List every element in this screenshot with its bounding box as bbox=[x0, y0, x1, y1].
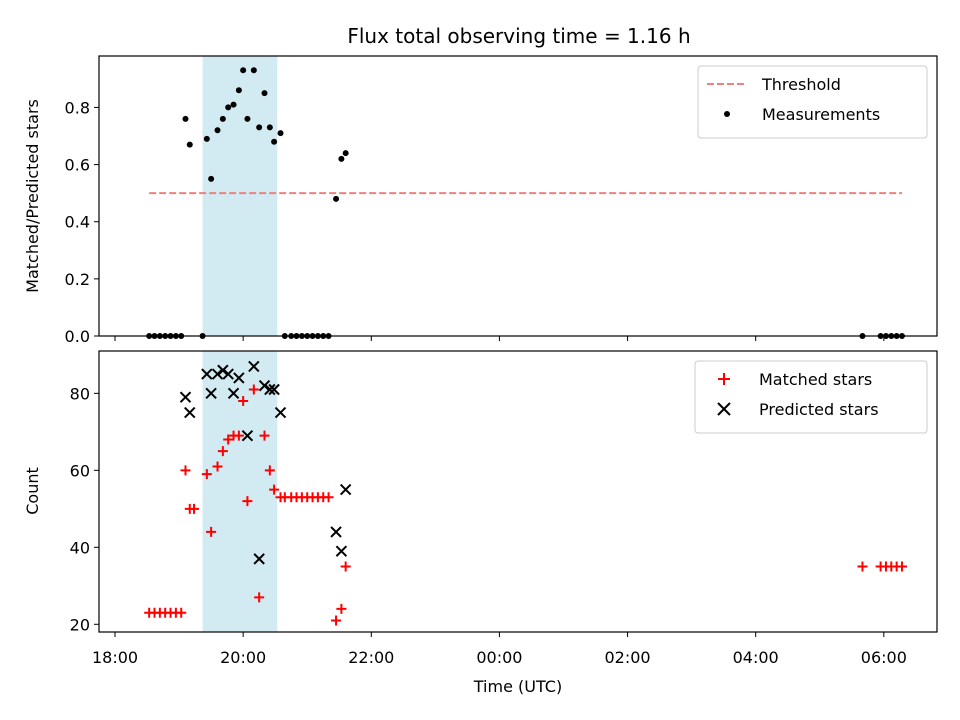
y-tick-label: 80 bbox=[70, 384, 90, 403]
y-tick-label: 0.8 bbox=[65, 98, 90, 117]
y-tick-label: 20 bbox=[70, 615, 90, 634]
chart-title: Flux total observing time = 1.16 h bbox=[347, 24, 690, 48]
legend-measurement-swatch bbox=[724, 111, 730, 117]
matched-star-point bbox=[223, 434, 234, 445]
legend-label: Measurements bbox=[762, 105, 880, 124]
measurement-point bbox=[230, 101, 237, 108]
predicted-star-point bbox=[330, 526, 342, 538]
matched-star-point bbox=[331, 615, 342, 626]
predicted-star-point bbox=[233, 372, 245, 384]
matched-star-point bbox=[201, 469, 212, 480]
count-panel: 20 40 60 80 18:00 20:00 22:00 00:00 02:00 04:00 06… bbox=[23, 350, 938, 696]
matched-star-point bbox=[323, 492, 334, 503]
matched-star-point bbox=[217, 446, 228, 457]
legend-predicted-swatch bbox=[717, 402, 731, 416]
matched-star-point bbox=[180, 465, 191, 476]
measurement-point bbox=[244, 115, 251, 122]
measurement-point bbox=[333, 195, 340, 202]
x-tick-label: 02:00 bbox=[605, 648, 651, 667]
predicted-star-point bbox=[222, 368, 234, 380]
measurement-point bbox=[208, 175, 215, 182]
predicted-star-point bbox=[258, 379, 271, 392]
matched-star-point bbox=[259, 430, 270, 441]
measurement-point bbox=[277, 130, 284, 137]
measurement-point bbox=[186, 141, 193, 148]
predicted-star-point bbox=[179, 391, 192, 403]
measurement-point bbox=[235, 87, 242, 94]
y-axis-label: Count bbox=[23, 467, 42, 515]
matched-star-point bbox=[189, 503, 200, 514]
matched-star-point bbox=[176, 607, 187, 618]
y-tick-label: 40 bbox=[70, 538, 90, 557]
measurement-point bbox=[219, 115, 226, 122]
matched-star-point bbox=[264, 465, 275, 476]
legend-label: Matched stars bbox=[759, 370, 872, 389]
legend-box bbox=[697, 65, 928, 139]
matched-star-point bbox=[233, 430, 244, 441]
measurement-point bbox=[338, 155, 345, 162]
measurement-point bbox=[203, 135, 210, 142]
matched-star-point bbox=[206, 526, 217, 537]
y-tick-label: 0.4 bbox=[65, 213, 90, 232]
legend: Threshold Measurements bbox=[697, 65, 928, 139]
predicted-star-point bbox=[248, 360, 260, 373]
matched-star-point bbox=[248, 384, 259, 395]
x-tick-label: 00:00 bbox=[476, 648, 522, 667]
predicted-star-point bbox=[205, 387, 217, 400]
matched-star-point bbox=[242, 496, 253, 507]
predicted-star-point bbox=[201, 368, 213, 380]
y-tick-label: 60 bbox=[70, 461, 90, 480]
legend-box bbox=[694, 360, 928, 434]
measurement-point bbox=[266, 124, 273, 131]
predicted-star-point bbox=[184, 406, 196, 419]
x-tick-label: 06:00 bbox=[861, 648, 907, 667]
measurement-point bbox=[342, 150, 349, 157]
predicted-star-point bbox=[253, 553, 265, 565]
observing-window-shade bbox=[202, 56, 278, 336]
y-tick-label: 0.2 bbox=[65, 270, 90, 289]
measurement-point bbox=[250, 67, 257, 74]
legend-label: Threshold bbox=[761, 75, 841, 94]
matched-star-point bbox=[336, 603, 347, 614]
measurement-point bbox=[225, 104, 232, 111]
measurement-point bbox=[214, 127, 221, 134]
measurement-point bbox=[256, 124, 263, 131]
matched-star-point bbox=[254, 592, 265, 603]
matched-star-point bbox=[340, 561, 351, 572]
x-tick-label: 04:00 bbox=[733, 648, 779, 667]
x-tick-label: 18:00 bbox=[92, 648, 138, 667]
predicted-star-point bbox=[227, 387, 240, 400]
predicted-star-point bbox=[339, 483, 352, 496]
measurement-point bbox=[271, 138, 278, 145]
legend-label: Predicted stars bbox=[759, 400, 879, 419]
y-tick-label: 0.0 bbox=[65, 327, 90, 346]
predicted-star-point bbox=[211, 368, 224, 380]
measurement-point bbox=[182, 115, 189, 122]
legend: Matched stars Predicted stars bbox=[694, 360, 928, 434]
predicted-star-point bbox=[335, 545, 348, 557]
y-tick-label: 0.6 bbox=[65, 156, 90, 175]
predicted-star-point bbox=[268, 383, 280, 396]
axes-frame bbox=[98, 55, 938, 337]
predicted-star-point bbox=[274, 406, 287, 419]
x-axis-label: Time (UTC) bbox=[473, 677, 562, 696]
matched-star-point bbox=[212, 461, 223, 472]
matched-star-point bbox=[896, 561, 907, 572]
measurement-point bbox=[261, 90, 268, 97]
y-axis-label: Matched/Predicted stars bbox=[23, 99, 42, 293]
matched-star-point bbox=[857, 561, 868, 572]
x-tick-label: 22:00 bbox=[348, 648, 394, 667]
axes-frame bbox=[98, 350, 938, 633]
matched-star-point bbox=[238, 396, 249, 407]
x-tick-label: 20:00 bbox=[220, 648, 266, 667]
measurement-point bbox=[240, 67, 247, 74]
predicted-star-point bbox=[241, 429, 254, 442]
legend-matched-swatch bbox=[718, 373, 730, 385]
predicted-star-point bbox=[264, 383, 276, 396]
ratio-panel: 0.0 0.2 0.4 0.6 0.8 Matched/Predicted stars Th… bbox=[23, 55, 938, 346]
matched-star-point bbox=[269, 484, 280, 495]
predicted-star-point bbox=[217, 364, 229, 376]
